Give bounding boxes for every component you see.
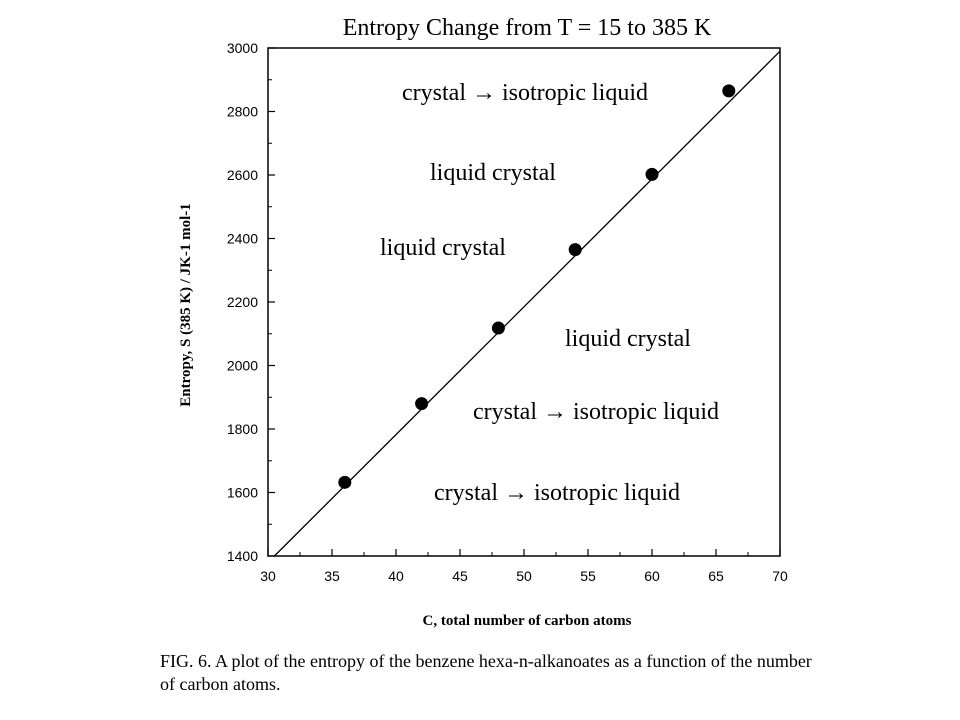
data-point (338, 475, 352, 489)
annotations: crystal → isotropic liquid liquid crystal… (380, 80, 719, 506)
x-tick-label: 35 (324, 568, 340, 584)
x-axis: 30 35 40 45 50 55 60 65 70 (260, 549, 788, 584)
figure-caption: FIG. 6. A plot of the entropy of the ben… (160, 651, 812, 694)
data-points (338, 84, 736, 489)
annotation-label: crystal → isotropic liquid (402, 80, 648, 106)
data-point (645, 167, 659, 181)
y-tick-label: 1400 (227, 548, 258, 564)
data-point (415, 397, 429, 411)
x-tick-label: 30 (260, 568, 276, 584)
y-axis-label: Entropy, S (385 K) / JK-1 mol-1 (178, 203, 194, 406)
data-point (568, 243, 582, 257)
x-tick-label: 40 (388, 568, 404, 584)
y-tick-label: 2600 (227, 167, 258, 183)
annotation-label: crystal → isotropic liquid (473, 399, 719, 425)
x-axis-label: C, total number of carbon atoms (423, 613, 632, 629)
y-tick-label: 1800 (227, 421, 258, 437)
fit-line (273, 50, 781, 557)
y-axis: 1400 1600 1800 2000 2200 2400 2600 2800 3000 (227, 40, 275, 564)
x-tick-label: 60 (644, 568, 660, 584)
x-tick-label: 50 (516, 568, 532, 584)
x-tick-label: 55 (580, 568, 596, 584)
annotation-label: crystal → isotropic liquid (434, 480, 680, 506)
y-tick-label: 2400 (227, 231, 258, 247)
annotation-label: liquid crystal (430, 160, 556, 186)
chart-title: Entropy Change from T = 15 to 385 K (343, 15, 712, 41)
y-tick-label: 2000 (227, 358, 258, 374)
annotation-label: liquid crystal (565, 326, 691, 352)
y-tick-label: 2200 (227, 294, 258, 310)
x-tick-label: 45 (452, 568, 468, 584)
annotation-label: liquid crystal (380, 235, 506, 261)
data-point (722, 84, 736, 98)
y-tick-label: 2800 (227, 104, 258, 120)
y-tick-label: 3000 (227, 40, 258, 56)
y-tick-label: 1600 (227, 485, 258, 501)
data-point (491, 321, 505, 335)
x-tick-label: 70 (772, 568, 788, 584)
x-tick-label: 65 (708, 568, 724, 584)
